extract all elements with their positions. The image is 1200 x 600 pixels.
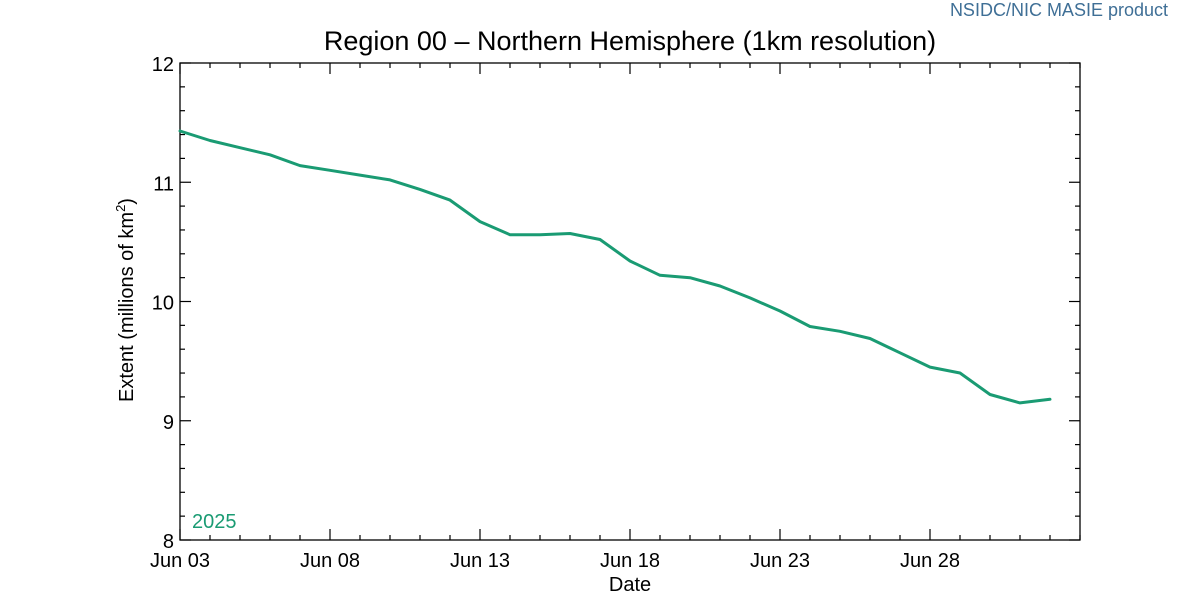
y-tick-label: 9 <box>163 412 174 434</box>
ticks-group: 8 9 10 11 12 Jun 03 Jun 08 Jun 13 Jun 18 Jun 23 Ju… <box>150 54 1081 572</box>
y-axis-label-close: ) <box>116 198 138 205</box>
y-tick-label: 8 <box>163 531 174 553</box>
y-axis-label: Extent (millions of km2) <box>113 198 138 402</box>
chart-title: Region 00 – Northern Hemisphere (1km res… <box>324 26 936 56</box>
x-tick-label: Jun 23 <box>750 550 810 572</box>
y-tick-label: 11 <box>153 173 174 195</box>
y-axis-label-text: Extent (millions of km <box>116 212 138 402</box>
y-axis-label-superscript: 2 <box>113 205 128 212</box>
x-axis-label: Date <box>609 574 651 596</box>
series-group <box>178 129 1052 405</box>
axes-group <box>179 62 1081 541</box>
x-tick-label: Jun 08 <box>300 550 360 572</box>
extent-series-line <box>178 129 1052 405</box>
product-credit: NSIDC/NIC MASIE product <box>949 0 1168 20</box>
y-tick-label: 12 <box>152 54 174 76</box>
x-tick-label: Jun 03 <box>150 550 210 572</box>
x-tick-label: Jun 13 <box>450 550 510 572</box>
year-label: 2025 <box>192 511 237 533</box>
x-tick-label: Jun 18 <box>600 550 660 572</box>
plot-frame <box>179 62 1081 541</box>
y-tick-label: 10 <box>152 293 174 315</box>
x-tick-label: Jun 28 <box>900 550 960 572</box>
